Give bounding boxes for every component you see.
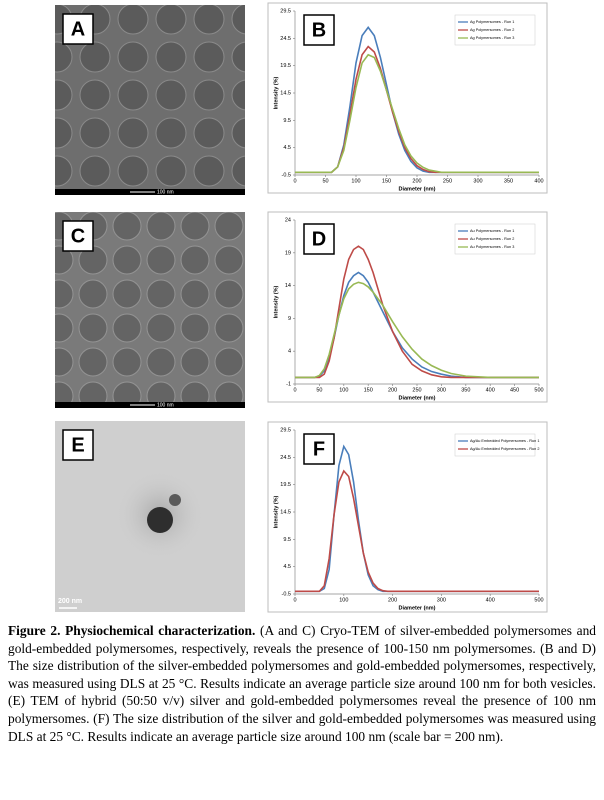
- image-overlay: E 200 nm: [58, 429, 94, 609]
- line-series: [295, 469, 539, 593]
- y-tick-label: 24.5: [280, 36, 291, 42]
- vesicle: [169, 494, 181, 506]
- x-tick-label: 250: [412, 387, 421, 393]
- y-tick-label: 19.5: [280, 63, 291, 69]
- legend-box: [454, 433, 536, 457]
- x-tick-label: 300: [437, 387, 446, 393]
- x-axis-label: Diameter (nm): [399, 605, 436, 611]
- y-tick-label: 9: [288, 316, 291, 322]
- y-tick-label: 29.5: [280, 8, 291, 14]
- figure: A 100 nm C 100 nm E 200 nm -0.5 4.5 9.5 14.5 19.5 2…: [55, 2, 548, 613]
- y-tick-label: 19: [285, 250, 291, 256]
- x-tick-label: 500: [534, 597, 543, 603]
- x-tick-label: 150: [382, 178, 391, 184]
- y-axis-label: Intensity (%): [273, 285, 279, 318]
- x-tick-label: 300: [437, 597, 446, 603]
- legend-label: Au Polymersomes - Run 2: [470, 237, 514, 241]
- y-tick-label: 9.5: [283, 118, 291, 124]
- panel-label-box: [303, 433, 335, 465]
- x-tick-label: 500: [534, 387, 543, 393]
- chart: -0.5 4.5 9.5 14.5 19.5 24.5 29.5 0 100 200 300 400 5…: [267, 421, 548, 613]
- y-tick-label: 4.5: [283, 564, 291, 570]
- y-tick-label: 29.5: [280, 427, 291, 433]
- x-tick-label: 450: [510, 387, 519, 393]
- caption: Figure 2. Physiochemical characterizatio…: [8, 622, 596, 745]
- scale-bar-label: 100 nm: [157, 189, 174, 195]
- y-tick-label: 19.5: [280, 482, 291, 488]
- x-tick-label: 200: [412, 178, 421, 184]
- line-series: [295, 245, 539, 379]
- panel-label: C: [71, 225, 85, 247]
- panel-label: B: [312, 19, 326, 41]
- x-axis-label: Diameter (nm): [399, 186, 436, 192]
- scale-bar-label: 100 nm: [157, 402, 174, 408]
- panel-label-box: [303, 14, 335, 46]
- y-tick-label: 4.5: [283, 145, 291, 151]
- legend-label: Ag/Au Embedded Polymersomes - Run 1: [470, 439, 539, 443]
- line-series: [295, 53, 539, 174]
- y-tick-label: -0.5: [282, 172, 291, 178]
- y-tick-label: 24: [285, 217, 291, 223]
- y-tick-label: 14: [285, 283, 291, 289]
- x-tick-label: 50: [322, 178, 328, 184]
- legend-label: Ag Polymersomes - Run 3: [470, 36, 514, 40]
- x-tick-label: 200: [388, 597, 397, 603]
- panel-label-box: [62, 13, 94, 45]
- x-tick-label: 250: [443, 178, 452, 184]
- x-tick-label: 0: [293, 387, 296, 393]
- x-tick-label: 300: [473, 178, 482, 184]
- y-axis-label: Intensity (%): [273, 76, 279, 109]
- x-tick-label: 200: [388, 387, 397, 393]
- x-axis-label: Diameter (nm): [399, 395, 436, 401]
- legend-label: Ag Polymersomes - Run 1: [470, 20, 514, 24]
- image-overlay: C 100 nm: [55, 220, 245, 408]
- panel-label-box: [303, 223, 335, 255]
- y-tick-label: -0.5: [282, 591, 291, 597]
- y-tick-label: 24.5: [280, 455, 291, 461]
- y-tick-label: 4: [288, 349, 291, 355]
- vesicle: [147, 507, 173, 533]
- x-tick-label: 400: [534, 178, 543, 184]
- legend-box: [454, 223, 536, 255]
- x-tick-label: 0: [293, 178, 296, 184]
- panel-label-box: [62, 429, 94, 461]
- caption-text: (A and C) Cryo-TEM of silver-embedded po…: [8, 623, 596, 744]
- panel-label: A: [71, 18, 85, 40]
- panel-label-box: [62, 220, 94, 252]
- legend-label: Ag Polymersomes - Run 2: [470, 28, 514, 32]
- x-tick-label: 350: [461, 387, 470, 393]
- panel-label: D: [312, 228, 326, 250]
- legend-label: Au Polymersomes - Run 1: [470, 229, 514, 233]
- x-tick-label: 400: [486, 387, 495, 393]
- y-tick-label: -1: [286, 381, 291, 387]
- y-tick-label: 14.5: [280, 509, 291, 515]
- line-series: [295, 281, 539, 379]
- y-tick-label: 9.5: [283, 537, 291, 543]
- y-tick-label: 14.5: [280, 90, 291, 96]
- chart: -0.5 4.5 9.5 14.5 19.5 24.5 29.5 0 50 100 150 200 25…: [267, 2, 548, 194]
- legend-label: Ag/Au Embedded Polymersomes - Run 2: [470, 447, 539, 451]
- legend-box: [454, 14, 536, 46]
- panel-label: F: [313, 438, 325, 460]
- chart: -1 4 9 14 19 24 0 50 100 150 200 250 300 350 400 450 500…: [267, 211, 548, 403]
- x-tick-label: 150: [364, 387, 373, 393]
- x-tick-label: 0: [293, 597, 296, 603]
- scale-bar-label: 200 nm: [58, 598, 82, 605]
- x-tick-label: 400: [486, 597, 495, 603]
- panel-label: E: [71, 434, 84, 456]
- x-tick-label: 100: [339, 597, 348, 603]
- x-tick-label: 100: [351, 178, 360, 184]
- x-tick-label: 100: [339, 387, 348, 393]
- x-tick-label: 50: [316, 387, 322, 393]
- legend-label: Au Polymersomes - Run 3: [470, 245, 514, 249]
- x-tick-label: 350: [504, 178, 513, 184]
- image-overlay: A 100 nm: [55, 13, 245, 195]
- caption-title: Figure 2. Physiochemical characterizatio…: [8, 623, 256, 638]
- y-axis-label: Intensity (%): [273, 495, 279, 528]
